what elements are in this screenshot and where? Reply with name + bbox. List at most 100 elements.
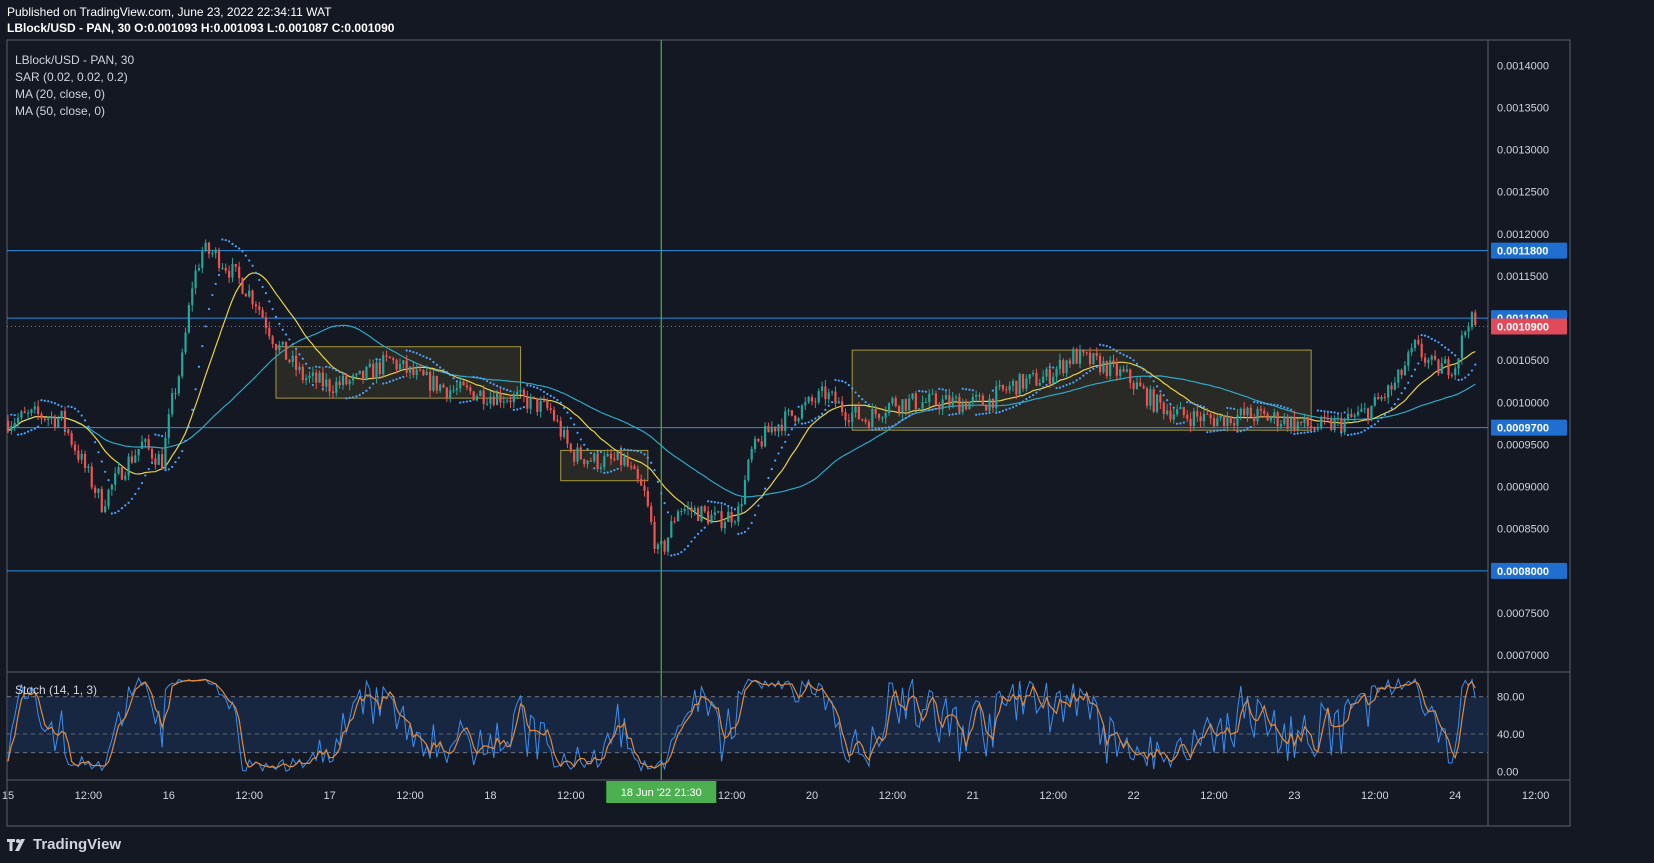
stoch-tick-label: 80.00 — [1497, 692, 1525, 704]
candle-body — [817, 390, 820, 403]
candle — [191, 281, 194, 312]
tradingview-logo[interactable]: TradingView — [7, 836, 121, 853]
candle — [150, 447, 154, 463]
sar-dot — [713, 501, 716, 504]
sar-dot — [968, 388, 971, 391]
candle-body — [1266, 413, 1269, 421]
candle — [1313, 426, 1316, 431]
sar-dot — [1008, 407, 1011, 410]
candle-body — [415, 369, 418, 375]
candle — [991, 398, 994, 413]
candle — [1320, 415, 1323, 431]
sar-dot — [1155, 385, 1159, 388]
candle-body — [472, 391, 475, 401]
candle-body — [616, 451, 619, 460]
sar-dot — [1172, 406, 1175, 409]
candle-body — [1323, 416, 1326, 419]
candle-body — [1095, 353, 1098, 357]
time-tick-label: 12:00 — [718, 790, 746, 802]
sar-dot — [1437, 341, 1440, 344]
candle-body — [810, 397, 814, 402]
sar-dot — [877, 427, 881, 430]
candle-body — [127, 456, 130, 476]
candle — [1246, 406, 1249, 422]
candle — [37, 400, 40, 421]
candle — [569, 442, 572, 453]
candle — [502, 395, 505, 409]
sar-dot — [985, 412, 988, 415]
sar-dot — [596, 450, 599, 453]
candle — [1363, 402, 1366, 414]
sar-dot — [1474, 363, 1477, 366]
candle-body — [1226, 416, 1229, 427]
candle — [1253, 413, 1256, 427]
sar-dot — [599, 450, 603, 454]
candle — [137, 448, 140, 462]
candle-body — [318, 372, 321, 383]
candle-body — [1393, 382, 1396, 390]
candle-body — [965, 402, 968, 410]
candle — [1387, 384, 1390, 404]
price-tick-label: 0.0009000 — [1497, 482, 1549, 494]
sar-dot — [1212, 430, 1216, 433]
candle-body — [6, 420, 10, 431]
candle-body — [643, 485, 646, 491]
candle-body — [844, 412, 847, 421]
candle — [908, 394, 911, 415]
candle — [743, 475, 747, 506]
candle — [680, 508, 683, 516]
candle-body — [1243, 408, 1246, 416]
candle-body — [295, 355, 298, 370]
sar-dot — [774, 459, 777, 462]
candle — [43, 417, 46, 422]
time-tick-label: 16 — [163, 790, 175, 802]
sar-dot — [804, 422, 807, 425]
candle — [120, 465, 123, 481]
sar-dot — [1276, 404, 1279, 407]
candle — [710, 509, 713, 524]
candle — [1119, 365, 1122, 381]
candle — [1125, 364, 1128, 373]
sar-dot — [372, 382, 375, 385]
sar-dot — [1470, 369, 1474, 372]
sar-dot — [455, 380, 458, 383]
sar-dot — [94, 441, 97, 444]
legend-symbol: LBlock/USD - PAN, 30 — [15, 53, 134, 67]
candle-body — [288, 359, 291, 362]
candle-body — [1155, 394, 1159, 412]
sar-dot — [1196, 403, 1199, 407]
candle-body — [194, 270, 197, 289]
sar-dot — [646, 456, 649, 459]
candle — [700, 505, 703, 523]
candle-body — [455, 388, 458, 390]
sar-dot — [847, 384, 850, 387]
candle — [1417, 335, 1420, 346]
candle — [730, 507, 733, 528]
candle-body — [187, 305, 190, 333]
sar-dot — [281, 328, 284, 331]
candle — [861, 418, 864, 422]
sar-dot — [459, 401, 462, 404]
candle — [291, 350, 294, 368]
candle — [375, 358, 378, 384]
candle-body — [1246, 407, 1249, 416]
sar-dot — [911, 412, 914, 416]
candle — [633, 464, 636, 470]
candle — [841, 396, 844, 416]
sar-dot — [1387, 411, 1390, 414]
sar-dot — [70, 405, 73, 409]
candle-body — [666, 537, 670, 552]
sar-dot — [268, 300, 271, 303]
sar-dot — [740, 532, 743, 535]
candle — [385, 350, 388, 362]
sar-dot — [469, 399, 472, 403]
sar-dot — [1149, 375, 1152, 378]
sar-dot — [1413, 368, 1417, 371]
candle-body — [1196, 411, 1199, 417]
sar-dot — [1457, 378, 1460, 382]
sar-dot — [630, 449, 633, 452]
candle — [429, 370, 432, 398]
candle — [1001, 384, 1005, 392]
candle — [1011, 378, 1015, 392]
